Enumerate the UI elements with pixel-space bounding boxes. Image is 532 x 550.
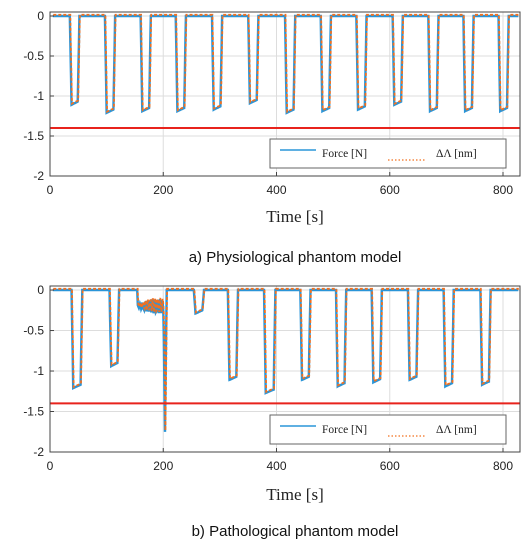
y-tick-label: -0.5	[23, 324, 44, 338]
y-tick-label: -2	[33, 169, 44, 183]
legend-box	[269, 414, 507, 445]
legend: Force [N] ΔΛ [nm]	[269, 414, 507, 445]
y-tick-label: -1.5	[23, 405, 44, 419]
x-tick-label: 0	[47, 183, 54, 197]
axes-frame	[49, 11, 521, 177]
x-tick-label: 0	[47, 459, 54, 473]
legend-label-force: Force [N]	[322, 424, 367, 436]
x-tick-label: 800	[493, 183, 513, 197]
x-tick-label: 600	[380, 183, 400, 197]
y-tick-label: 0	[37, 9, 44, 23]
y-tick-label: -1.5	[23, 129, 44, 143]
legend: Force [N] ΔΛ [nm]	[269, 138, 507, 169]
series-line-lambda	[53, 13, 519, 114]
x-axis-label: Time [s]	[266, 485, 323, 504]
panel-caption: a) Physiological phantom model	[189, 249, 402, 266]
panel-caption: b) Pathological phantom model	[192, 523, 399, 540]
chart-panel-b: 0 200 400 600 800 0 -0.5 -1 -1.5 -2 Force [N] ΔΛ [n…	[23, 283, 521, 540]
x-tick-label: 200	[153, 183, 173, 197]
y-tick-label: -1	[33, 364, 44, 378]
x-tick-label: 400	[266, 183, 286, 197]
series-line-lambda	[53, 287, 519, 431]
x-tick-label: 800	[493, 459, 513, 473]
x-tick-label: 200	[153, 459, 173, 473]
legend-label-lambda: ΔΛ [nm]	[436, 424, 477, 436]
y-tick-label: -1	[33, 89, 44, 103]
legend-box	[269, 138, 507, 169]
chart-panel-a: 0 200 400 600 800 0 -0.5 -1 -1.5 -2 Force [N] ΔΛ [n…	[23, 9, 521, 266]
series-line-force	[52, 288, 519, 432]
series-line-force	[52, 14, 519, 115]
x-axis-label: Time [s]	[266, 207, 323, 226]
legend-label-force: Force [N]	[322, 148, 367, 160]
x-tick-label: 600	[380, 459, 400, 473]
y-tick-label: -2	[33, 445, 44, 459]
axes-frame	[49, 285, 521, 453]
legend-label-lambda: ΔΛ [nm]	[436, 148, 477, 160]
y-tick-label: -0.5	[23, 49, 44, 63]
x-tick-label: 400	[266, 459, 286, 473]
y-tick-label: 0	[37, 283, 44, 297]
